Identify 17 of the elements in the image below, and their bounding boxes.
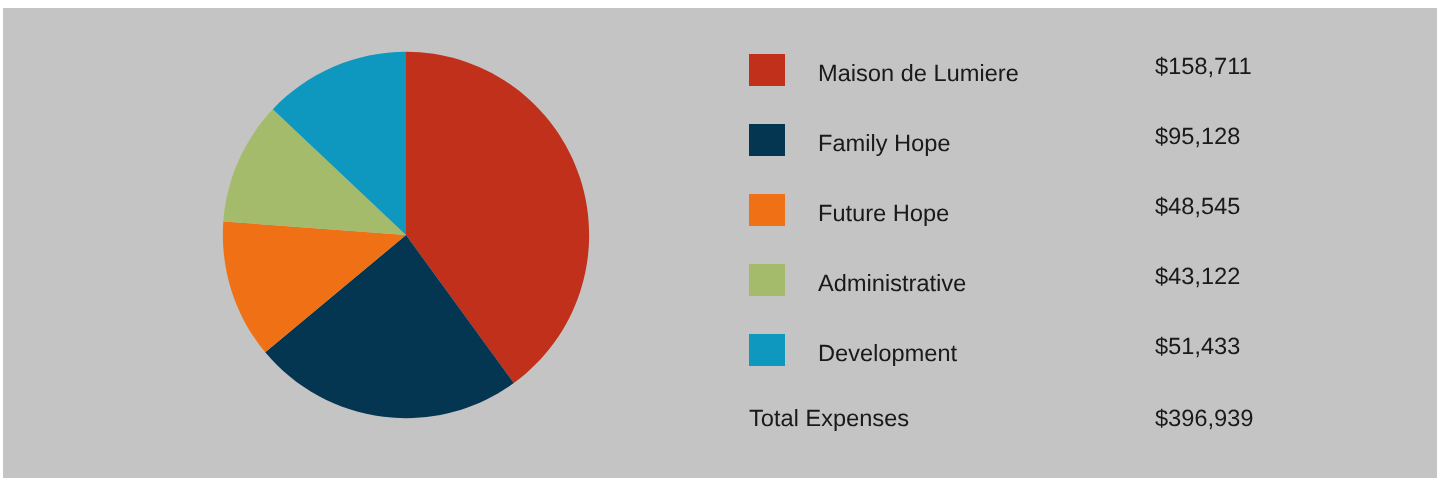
- pie-slice: [265, 235, 514, 419]
- legend-label: Maison de Lumiere: [819, 64, 1018, 82]
- pie-slice: [272, 51, 406, 235]
- legend-label: Family Hope: [819, 134, 950, 157]
- data-label: $48,545: [1155, 196, 1240, 218]
- pie-slice: [406, 51, 590, 384]
- legend-label: Future Hope: [819, 204, 949, 226]
- text: $396,939: [1155, 408, 1253, 430]
- data-label: $51,433: [1155, 336, 1240, 358]
- data-label: $43,122: [1155, 266, 1240, 288]
- text: Total Expenses: [749, 408, 909, 431]
- pie-slice: [222, 221, 406, 353]
- data-label: $95,128: [1155, 126, 1240, 148]
- legend-label: Administrative: [818, 274, 966, 292]
- data-label: $158,711: [1155, 56, 1251, 78]
- pie-slice: [223, 109, 406, 235]
- legend-label: Development: [819, 343, 957, 366]
